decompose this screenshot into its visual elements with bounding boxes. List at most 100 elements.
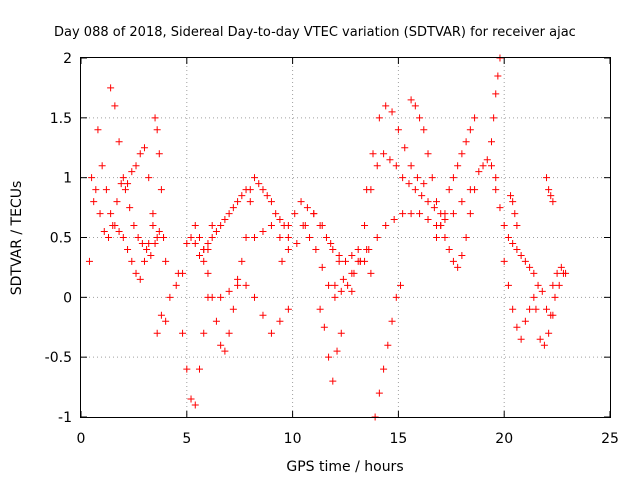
data-point	[251, 293, 259, 301]
data-point	[187, 234, 195, 241]
data-point	[392, 293, 400, 301]
data-point	[242, 234, 250, 241]
data-point	[115, 228, 123, 236]
series-arc-11	[278, 198, 375, 277]
data-point	[299, 222, 307, 230]
series-arc-19	[432, 114, 479, 241]
data-point	[401, 144, 409, 152]
data-point	[92, 186, 100, 194]
data-point	[113, 198, 121, 206]
plot-frame	[80, 57, 611, 418]
data-point	[430, 204, 438, 212]
data-point	[449, 174, 457, 182]
data-point	[155, 228, 163, 236]
data-point	[500, 222, 508, 230]
data-point	[124, 245, 132, 253]
data-point	[369, 150, 377, 158]
y-tick-label: 1.5	[50, 111, 72, 127]
data-point	[312, 245, 320, 253]
data-point	[147, 251, 155, 259]
data-point	[549, 198, 557, 206]
data-point	[259, 311, 267, 319]
data-point	[225, 210, 233, 218]
data-point	[195, 251, 203, 259]
data-point	[407, 210, 415, 218]
data-point	[517, 335, 525, 343]
data-point	[361, 222, 369, 230]
data-point	[424, 198, 432, 206]
data-point	[128, 168, 136, 176]
series-arc-20	[466, 156, 500, 218]
data-point	[318, 263, 326, 271]
data-point	[162, 257, 170, 265]
data-point	[172, 281, 180, 289]
data-point	[145, 174, 153, 182]
data-point	[284, 245, 292, 253]
data-point	[513, 222, 521, 230]
data-point	[107, 84, 115, 92]
data-point	[509, 305, 517, 313]
data-point	[382, 222, 390, 230]
data-point	[509, 239, 517, 247]
data-point	[327, 239, 335, 247]
data-point	[306, 234, 314, 241]
data-point	[504, 281, 512, 289]
data-point	[229, 305, 237, 313]
data-point	[267, 198, 275, 206]
data-point	[388, 108, 396, 116]
data-point	[437, 222, 445, 230]
data-point	[399, 174, 407, 182]
data-point	[157, 311, 165, 319]
data-point	[462, 234, 470, 241]
data-point	[174, 269, 182, 277]
data-point	[483, 156, 491, 164]
series-arc-6	[174, 269, 212, 409]
data-point	[454, 162, 462, 170]
data-point	[462, 138, 470, 146]
data-point	[466, 126, 474, 134]
data-point	[549, 281, 557, 289]
data-point	[513, 323, 521, 331]
data-point	[136, 275, 144, 283]
data-point	[162, 317, 170, 325]
data-point	[331, 293, 339, 301]
series-arc-24	[507, 192, 521, 230]
data-point	[331, 281, 339, 289]
data-point	[96, 210, 104, 218]
data-point	[471, 114, 479, 122]
data-point	[339, 275, 347, 283]
data-point	[143, 245, 151, 253]
data-point	[208, 293, 216, 301]
data-point	[335, 251, 343, 259]
data-point	[217, 341, 225, 349]
data-point	[407, 96, 415, 104]
data-point	[276, 234, 284, 241]
data-point	[492, 90, 500, 98]
data-point	[441, 216, 449, 224]
data-point	[94, 126, 102, 134]
data-point	[272, 210, 280, 218]
data-point	[90, 198, 98, 206]
data-point	[555, 281, 563, 289]
data-point	[119, 174, 127, 182]
data-point	[225, 329, 233, 337]
series-arc-21	[488, 54, 504, 146]
x-tick-label: 10	[284, 431, 302, 447]
data-point	[534, 281, 542, 289]
data-point	[557, 263, 565, 271]
series-arc-9	[217, 275, 292, 337]
data-point	[432, 198, 440, 206]
data-point	[479, 162, 487, 170]
series-arc-22	[492, 186, 538, 277]
data-point	[115, 138, 123, 146]
data-point	[191, 222, 199, 230]
data-point	[418, 192, 426, 200]
data-point	[471, 186, 479, 194]
data-point	[208, 222, 216, 230]
series-arc-25	[532, 305, 557, 349]
data-point	[373, 162, 381, 170]
data-point	[200, 329, 208, 337]
x-tick-label: 20	[495, 431, 513, 447]
tick-labels: 0 5 10 15 20 25 -1 -0.5 0 0.5 1 1.5 2	[45, 51, 619, 447]
